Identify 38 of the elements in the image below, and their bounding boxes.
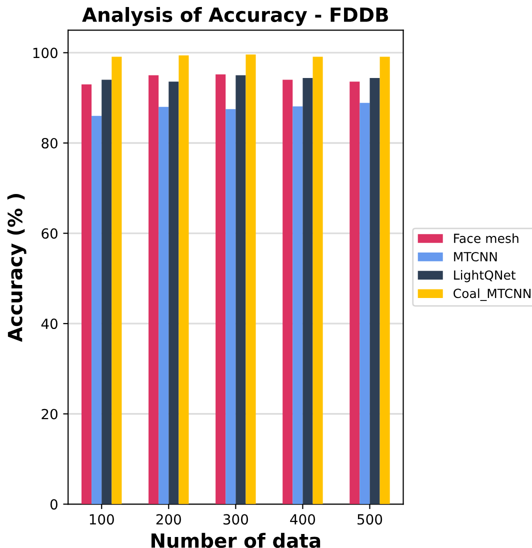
bar	[302, 78, 313, 504]
bar	[370, 78, 380, 504]
legend-label: Coal_MTCNN	[454, 288, 531, 301]
bar	[148, 75, 159, 504]
y-tick-label: 100	[33, 48, 58, 58]
bar	[312, 56, 323, 504]
bar	[102, 80, 112, 504]
chart-title: Analysis of Accuracy - FDDB	[82, 7, 388, 26]
bar	[158, 106, 169, 504]
bar	[282, 80, 293, 504]
y-axis-title: Accuracy (% )	[7, 194, 26, 342]
x-tick-label: 200	[156, 514, 181, 525]
bar	[236, 75, 246, 504]
x-tick-label: 500	[358, 514, 382, 525]
bar	[380, 56, 390, 504]
bar	[216, 74, 226, 504]
bar	[178, 55, 189, 504]
bar	[246, 54, 256, 504]
bar	[226, 109, 236, 504]
bar	[350, 82, 360, 504]
bar	[360, 102, 370, 504]
x-tick-label: 300	[223, 514, 248, 525]
legend-label: Face mesh	[454, 233, 518, 244]
y-tick-label: 40	[41, 318, 58, 330]
legend-label: LightQNet	[454, 270, 516, 282]
legend-label: MTCNN	[454, 252, 497, 262]
y-tick-label: 60	[42, 228, 58, 239]
bar	[292, 106, 303, 504]
x-axis-title: Number of data	[152, 532, 320, 548]
bar	[112, 56, 122, 504]
bar	[92, 116, 102, 504]
y-tick-label: 80	[42, 138, 58, 148]
bar	[82, 84, 92, 504]
y-tick-label: 0	[50, 499, 58, 510]
y-tick-label: 20	[42, 408, 58, 420]
x-tick-label: 100	[90, 514, 114, 525]
x-tick-label: 400	[290, 514, 316, 525]
bar	[168, 82, 179, 504]
